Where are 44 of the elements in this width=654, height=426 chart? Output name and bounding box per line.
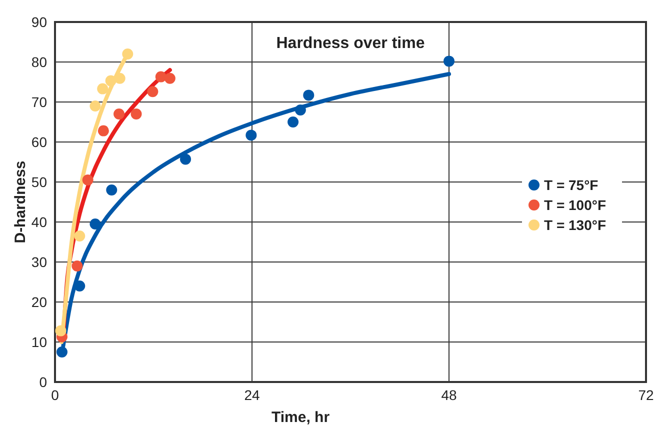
y-tick-label: 40 [31,214,48,230]
y-tick-label: 20 [31,294,48,310]
point [106,184,118,196]
y-tick-label: 50 [31,174,48,190]
legend-label: T = 75°F [544,176,599,193]
point [82,174,94,186]
y-tick-label: 70 [31,94,48,110]
legend-label: T = 100°F [544,196,606,213]
x-tick-label: 72 [638,387,654,403]
point [55,325,66,336]
point [74,280,86,292]
point [246,130,257,141]
point [180,154,192,165]
y-tick-label: 10 [31,334,48,350]
point [147,86,158,98]
point [155,71,166,82]
x-axis-title: Time, hr [271,409,330,426]
point [288,116,299,128]
point [74,230,86,242]
y-tick-label: 30 [31,254,48,270]
point [90,218,101,230]
text: Hardness over time [276,35,425,52]
y-tick-label: 0 [39,374,48,390]
point [164,72,176,84]
y-tick-label: 80 [31,54,48,70]
point [98,125,109,136]
y-tick-label: 60 [31,134,48,150]
x-tick-label: 24 [244,387,260,403]
point [90,100,101,112]
point [56,346,68,358]
point [72,260,83,272]
point [130,108,142,120]
point [444,56,454,67]
point [294,104,306,116]
point [122,48,134,60]
x-tick-label: 0 [51,387,60,403]
y-tick-label: 90 [31,14,48,30]
legend-label: T = 130°F [544,216,606,233]
point [303,90,314,101]
point [97,83,108,94]
point [105,75,116,86]
y-axis-title: D-hardness [12,160,29,244]
x-tick-label: 48 [441,387,457,403]
point [114,108,125,120]
